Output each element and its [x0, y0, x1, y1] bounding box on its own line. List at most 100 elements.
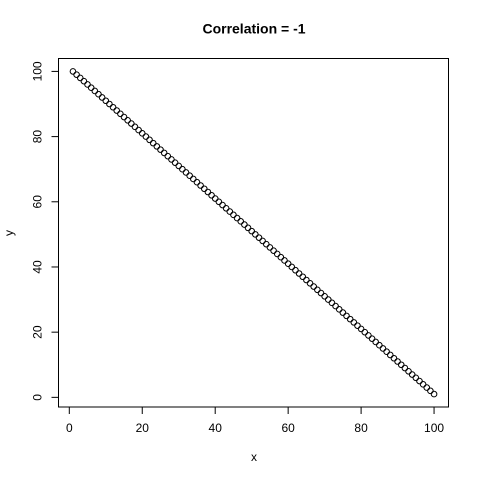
x-tick-label: 40 [209, 421, 223, 435]
point [354, 322, 361, 329]
point [164, 152, 172, 160]
point [186, 172, 193, 180]
point [91, 87, 99, 95]
point [157, 146, 164, 153]
point [284, 260, 292, 268]
x-tick-label: 100 [424, 421, 444, 435]
point [288, 263, 296, 271]
point [350, 319, 358, 326]
point [106, 100, 113, 108]
point [80, 77, 88, 85]
point [237, 218, 245, 225]
point [317, 289, 325, 297]
point [197, 182, 204, 189]
point [248, 227, 255, 235]
point [95, 90, 102, 98]
point [168, 156, 175, 163]
point [219, 201, 226, 209]
point [113, 107, 121, 114]
point [120, 113, 128, 121]
point [277, 253, 285, 261]
point [405, 367, 412, 375]
point [365, 332, 372, 339]
point [306, 279, 314, 287]
point [193, 178, 201, 186]
y-axis-label: y [2, 230, 16, 236]
point [262, 240, 270, 248]
point [117, 110, 124, 118]
point [215, 198, 223, 206]
point [182, 169, 190, 176]
x-tick-label: 80 [354, 421, 368, 435]
point [376, 341, 383, 349]
point [408, 371, 416, 378]
point [208, 191, 215, 199]
point [230, 211, 237, 219]
point [171, 159, 179, 166]
point [361, 328, 369, 336]
point [142, 133, 150, 140]
point [244, 224, 252, 232]
y-tick-label: 60 [31, 195, 45, 209]
point [222, 205, 230, 212]
point [368, 335, 376, 342]
y-tick-label: 80 [31, 130, 45, 144]
point [87, 84, 95, 92]
point [179, 165, 186, 173]
point [427, 387, 434, 395]
point [84, 81, 91, 88]
point [109, 103, 117, 111]
point [226, 208, 234, 215]
point [160, 149, 168, 157]
point [357, 325, 365, 333]
point [273, 250, 281, 258]
x-tick-label: 20 [136, 421, 150, 435]
point [430, 390, 438, 398]
point [416, 377, 423, 385]
point [76, 74, 84, 82]
point [259, 237, 266, 245]
y-tick-label: 40 [31, 260, 45, 274]
point [303, 276, 310, 284]
point [138, 130, 146, 137]
point [397, 361, 405, 369]
point [270, 247, 277, 254]
point [146, 136, 153, 144]
point [255, 234, 263, 241]
x-tick-label: 0 [66, 421, 73, 435]
point [131, 123, 139, 131]
point [241, 221, 248, 228]
point [73, 71, 80, 78]
point [98, 94, 106, 101]
point [346, 315, 354, 323]
y-tick-label: 100 [31, 61, 45, 81]
point [128, 120, 135, 127]
point [153, 143, 161, 150]
point [102, 97, 110, 105]
point [211, 195, 219, 202]
point [281, 257, 288, 264]
point [335, 306, 343, 313]
point [233, 214, 241, 222]
point [299, 273, 307, 281]
point [324, 296, 332, 303]
point [175, 162, 183, 170]
point [266, 244, 274, 251]
point [372, 338, 379, 346]
point [394, 358, 401, 365]
point [69, 68, 77, 75]
point [401, 364, 409, 372]
point [314, 286, 321, 294]
chart-title: Correlation = -1 [202, 21, 305, 37]
point [204, 188, 212, 196]
point [339, 309, 347, 316]
point [252, 231, 259, 238]
point [423, 384, 431, 391]
point [200, 185, 208, 193]
point [332, 302, 339, 310]
point [149, 139, 157, 147]
point [379, 345, 387, 352]
point [390, 354, 398, 362]
